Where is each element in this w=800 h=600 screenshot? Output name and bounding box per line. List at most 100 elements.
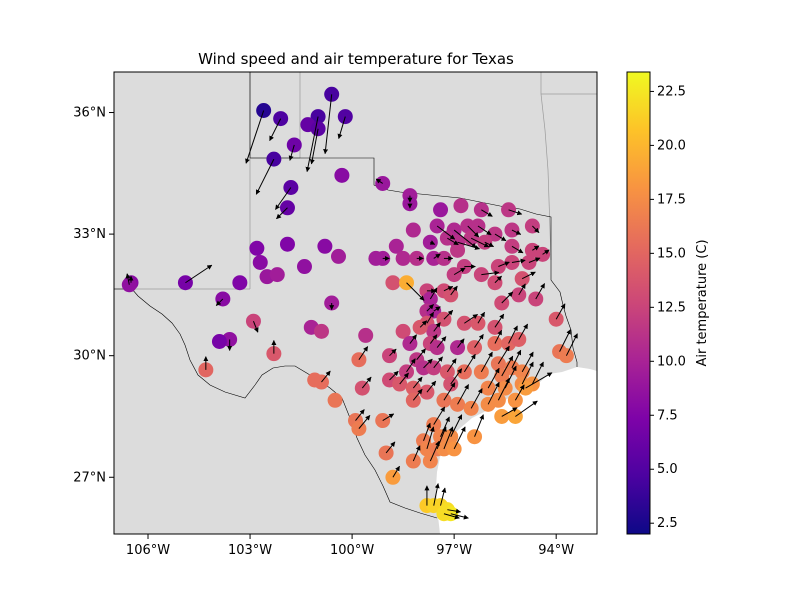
wind-arrow	[423, 358, 433, 369]
wind-arrow	[494, 313, 505, 328]
wind-arrow	[275, 187, 292, 210]
wind-arrow	[518, 323, 529, 340]
wind-arrow	[511, 258, 526, 264]
wind-arrow	[361, 376, 372, 389]
station-point	[211, 334, 227, 349]
wind-arrow	[501, 407, 518, 417]
station-point	[330, 248, 346, 264]
colorbar-tick-label: 7.5	[657, 408, 678, 423]
colorbar-tick-label: 10.0	[657, 354, 686, 369]
x-tick-label: 100°W	[330, 543, 374, 558]
wind-arrow	[355, 409, 365, 421]
wind-arrow	[382, 413, 395, 421]
x-axis: 106°W 103°W 100°W 97°W 94°W	[126, 534, 574, 558]
wind-arrow	[392, 465, 400, 478]
station-point	[249, 240, 265, 256]
wind-arrow	[412, 388, 423, 401]
station-point	[334, 167, 350, 183]
station-point	[296, 259, 312, 275]
wind-arrow	[494, 233, 507, 242]
wind-arrow	[321, 370, 331, 383]
wind-arrow	[528, 257, 541, 263]
wind-arrow	[450, 368, 463, 385]
station-point	[395, 250, 411, 266]
wind-arrow	[255, 158, 275, 195]
wind-arrow	[358, 415, 371, 429]
y-tick-label: 27°N	[73, 470, 106, 485]
wind-arrow	[406, 282, 425, 301]
wind-arrow	[399, 372, 409, 385]
wind-arrow	[457, 384, 469, 405]
chart-title: Wind speed and air temperature for Texas	[198, 50, 514, 68]
wind-arrow	[457, 338, 465, 348]
wind-arrow	[515, 400, 538, 417]
wind-arrow	[481, 209, 493, 217]
wind-arrow	[453, 267, 466, 276]
wind-arrow	[487, 367, 500, 389]
y-axis: 36°N 33°N 30°N 27°N	[73, 106, 114, 485]
wind-arrow	[433, 406, 446, 425]
wind-arrow	[532, 225, 540, 233]
wind-arrow	[498, 261, 510, 267]
wind-arrow	[433, 253, 441, 259]
wind-arrow	[542, 249, 550, 255]
wind-arrow	[215, 298, 224, 306]
colorbar-gradient	[626, 71, 651, 535]
wind-arrow	[412, 445, 421, 462]
wind-arrow	[429, 240, 436, 245]
wind-arrow	[443, 426, 454, 450]
colorbar-tick-label: 2.5	[657, 516, 678, 531]
map-panel	[113, 71, 598, 535]
wind-arrow	[481, 270, 500, 276]
land-mass	[114, 72, 597, 534]
wind-arrow	[521, 351, 534, 373]
wind-arrow	[497, 345, 510, 365]
wind-arrow	[450, 285, 458, 296]
wind-arrow	[474, 414, 484, 437]
wind-arrow	[419, 320, 428, 328]
station-point	[453, 198, 469, 214]
colorbar-tick-label: 17.5	[657, 192, 686, 207]
x-tick-label: 106°W	[126, 543, 170, 558]
wind-arrow	[429, 334, 438, 344]
wind-arrow	[477, 225, 492, 236]
wind-arrow	[309, 128, 319, 165]
wind-arrow	[443, 285, 454, 292]
x-tick-label: 97°W	[436, 543, 472, 558]
y-tick-label: 36°N	[73, 106, 106, 121]
wind-arrow	[494, 329, 503, 344]
colorbar: 2.5 5.0 7.5 10.0 12.5 15.0 17.5 20.0 22.…	[626, 71, 710, 535]
wind-arrow	[532, 245, 540, 251]
wind-arrow	[358, 346, 369, 361]
station-point	[433, 202, 449, 218]
colorbar-tick-label: 20.0	[657, 138, 686, 153]
wind-arrow	[457, 241, 481, 250]
wind-arrow	[447, 237, 459, 246]
wind-arrow	[429, 440, 440, 462]
wind-arrow	[525, 372, 553, 389]
station-point	[269, 267, 285, 283]
wind-arrow	[453, 229, 477, 249]
wind-arrow	[521, 271, 536, 280]
wind-arrow	[440, 487, 447, 506]
colorbar-tick-label: 5.0	[657, 462, 678, 477]
x-tick-label: 103°W	[228, 543, 272, 558]
wind-arrow	[487, 381, 500, 405]
wind-arrow	[565, 333, 578, 356]
wind-arrow	[508, 209, 523, 216]
station-point	[279, 236, 295, 252]
wind-arrow	[185, 264, 213, 284]
wind-arrow	[433, 356, 443, 369]
wind-arrow	[429, 287, 438, 300]
wind-arrow	[508, 325, 518, 344]
wind-arrow	[443, 310, 454, 320]
wind-arrow	[447, 508, 462, 514]
station-point	[388, 238, 404, 254]
wind-arrow	[464, 314, 478, 324]
wind-arrow	[453, 426, 466, 450]
wind-arrow	[559, 329, 572, 352]
wind-arrow	[535, 283, 546, 300]
wind-arrow	[511, 245, 524, 254]
y-tick-label: 33°N	[73, 227, 106, 242]
